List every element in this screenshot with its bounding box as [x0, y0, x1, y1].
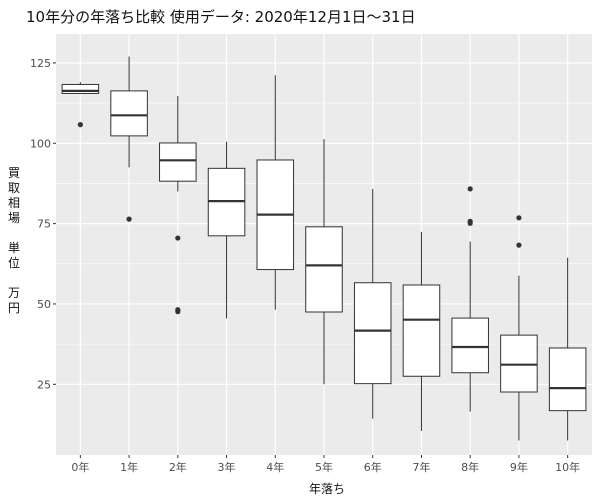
box-1年: [110, 56, 148, 222]
y-tick-label: 50: [37, 298, 51, 311]
y-axis-title-char: 相: [8, 196, 20, 210]
x-tick-label: 4年: [266, 460, 284, 474]
box-body: [500, 334, 538, 393]
box-2年: [159, 96, 197, 315]
box-body: [402, 284, 441, 377]
x-tick-label: 8年: [461, 460, 479, 474]
box-body: [305, 226, 343, 313]
x-axis-title: 年落ち: [309, 482, 345, 496]
x-tick-label: 3年: [218, 460, 236, 474]
y-tick-label: 75: [37, 218, 51, 231]
x-tick-label: 6年: [364, 460, 382, 474]
chart-title: 10年分の年落ち比較 使用データ: 2020年12月1日〜31日: [26, 8, 416, 26]
x-tick-label: 1年: [120, 460, 138, 474]
box-7年: [402, 231, 441, 431]
box-body: [159, 142, 197, 182]
box-8年: [451, 186, 489, 412]
outlier-point: [467, 186, 473, 192]
box-body: [353, 282, 392, 385]
y-axis-title-char: 単: [8, 241, 20, 255]
x-tick-label: 9年: [510, 460, 528, 474]
boxes-layer: [61, 56, 587, 441]
box-body: [451, 317, 489, 374]
outlier-point: [516, 215, 522, 221]
x-axis: 0年 1年 2年 3年 4年 5年 6年 7年 8年 9年 10年: [71, 455, 580, 474]
box-9年: [500, 215, 538, 441]
box-6年: [353, 188, 392, 419]
x-tick-label: 5年: [315, 460, 333, 474]
x-tick-label: 10年: [555, 460, 580, 474]
y-axis-title-char: 円: [8, 301, 20, 315]
outlier-point: [516, 242, 522, 248]
y-axis-title-char: 取: [8, 181, 20, 195]
box-body: [548, 347, 587, 412]
outlier-point: [467, 220, 473, 226]
y-tick-label: 125: [30, 57, 51, 70]
box-body: [110, 90, 148, 137]
box-4年: [256, 75, 295, 310]
y-tick-label: 100: [30, 137, 51, 150]
box-3年: [207, 141, 246, 319]
y-tick-label: 25: [37, 378, 51, 391]
y-axis-title-char: 万: [8, 286, 20, 300]
box-10年: [548, 257, 587, 441]
x-tick-label: 7年: [412, 460, 430, 474]
outlier-point: [126, 216, 132, 222]
y-axis: 25 50 75 100 125: [30, 57, 56, 391]
y-axis-title-char: 買: [8, 166, 20, 180]
y-axis-title-char: 場: [8, 211, 20, 225]
outlier-point: [175, 309, 181, 315]
y-axis-title-char: 位: [8, 255, 20, 270]
x-tick-label: 0年: [71, 460, 89, 474]
box-body: [61, 83, 100, 94]
box-5年: [305, 139, 343, 385]
outlier-point: [77, 122, 83, 128]
outlier-point: [175, 235, 181, 241]
box-0年: [61, 82, 100, 128]
x-tick-label: 2年: [169, 460, 187, 474]
